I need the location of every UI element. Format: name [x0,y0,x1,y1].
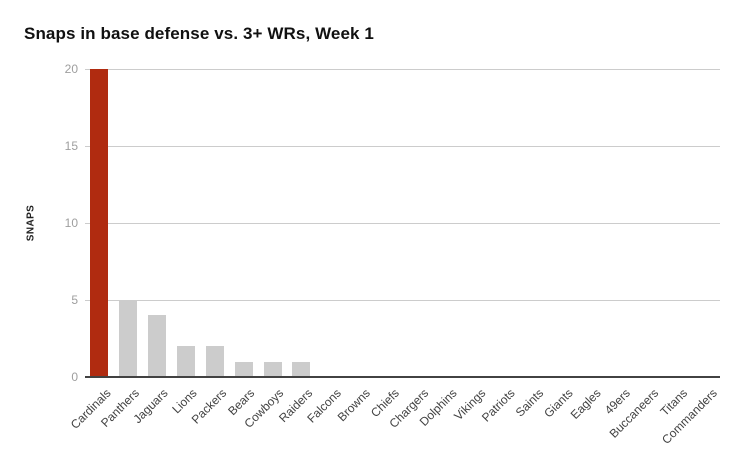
bar-jaguars [148,315,167,377]
bar-lions [177,346,196,377]
x-tick-label: Giants [540,386,576,421]
y-tick-label: 10 [64,216,78,230]
bar-panthers [119,300,138,377]
y-tick-label: 15 [64,139,78,153]
bar-bears [234,361,253,377]
y-tick-label: 5 [71,293,78,307]
gridline [85,69,720,70]
bar-cardinals [90,69,109,377]
bar-cowboys [263,361,282,377]
gridline [85,300,720,301]
x-tick-label: Saints [512,386,547,420]
chart-title: Snaps in base defense vs. 3+ WRs, Week 1 [24,24,374,43]
y-tick-label: 0 [71,370,78,384]
bar-packers [205,346,224,377]
y-tick-label: 20 [64,62,78,76]
x-tick-label: Eagles [568,386,605,422]
bar-raiders [292,361,311,377]
x-axis-line [85,376,720,378]
gridline [85,223,720,224]
gridline [85,146,720,147]
